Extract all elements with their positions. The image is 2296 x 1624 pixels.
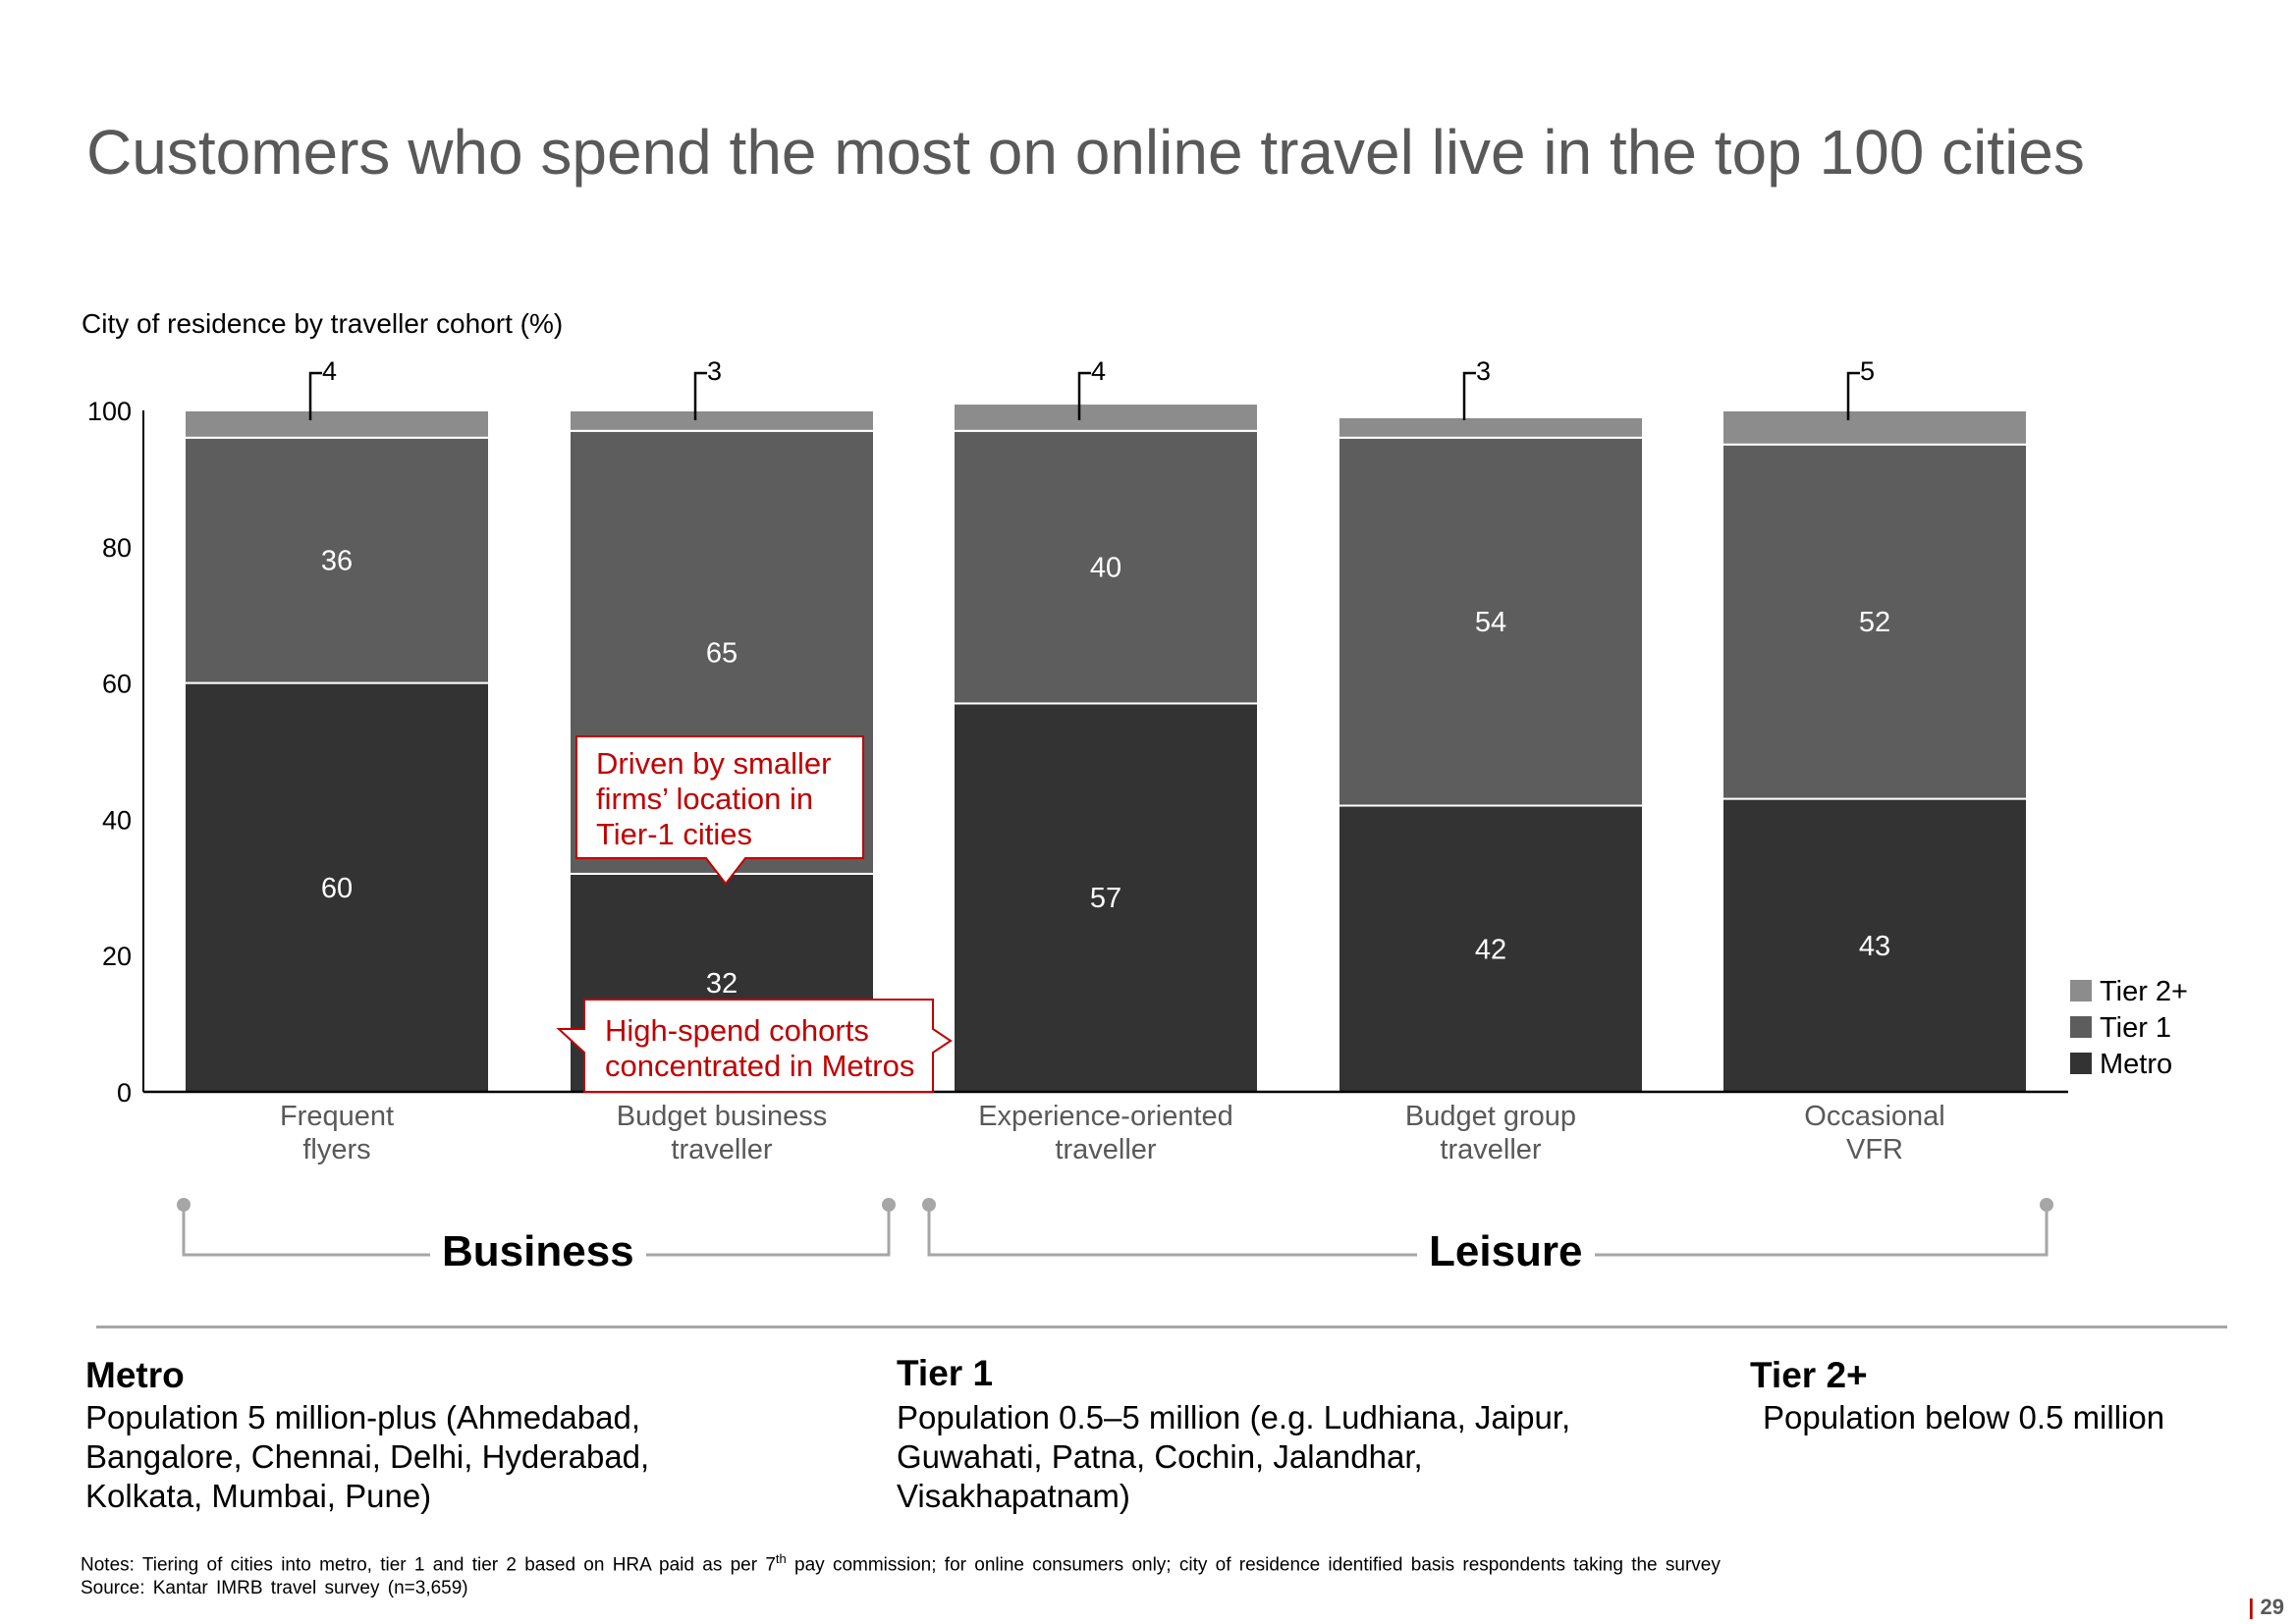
tier-description-tier1: Population 0.5–5 million (e.g. Ludhiana,… [897,1399,1571,1514]
data-label: 42 [1475,934,1506,965]
bar-metro [1722,797,2028,1094]
data-label: 36 [321,546,353,577]
category-label: flyers [302,1134,370,1165]
category-label: Experience-oriented [978,1101,1233,1132]
callout-smaller-firms: Driven by smaller firms’ location in Tie… [596,746,831,852]
page-title: Customers who spend the most on online t… [86,117,2085,188]
y-tick-label: 80 [102,533,132,563]
category-label: VFR [1846,1134,1903,1165]
legend-label: Tier 1 [2100,1012,2171,1044]
y-tick-label: 0 [117,1078,132,1108]
data-label: 4 [1091,356,1106,386]
callout-line: High-spend cohorts [605,1013,869,1048]
chart-subtitle: City of residence by traveller cohort (%… [82,308,564,339]
footnote-sup: th [775,1551,787,1566]
footnote-suffix: pay commission; for online consumers onl… [786,1554,1721,1576]
data-label: 32 [706,968,738,1000]
data-label-leader [1462,371,1476,420]
bar-tier-2- [1722,409,2028,446]
data-label: 3 [707,356,722,386]
y-tick-label: 60 [102,670,132,699]
category-label: Budget group [1405,1101,1576,1132]
data-label: 43 [1859,931,1890,962]
category-label: traveller [1055,1134,1156,1165]
legend-label: Metro [2100,1049,2172,1080]
group-label-business: Business [430,1227,646,1276]
category-label: Occasional [1804,1101,1944,1132]
data-label: 52 [1859,607,1890,638]
data-label-leader [308,371,322,420]
callout-line: Tier-1 cities [596,817,753,851]
category-label: traveller [671,1134,772,1165]
data-label: 65 [706,637,738,669]
bar-tier-2- [953,403,1259,432]
data-label-leader [693,371,707,420]
tier-heading-tier2plus: Tier 2+ [1750,1355,1868,1395]
legend-swatch [2070,1016,2092,1038]
data-label: 60 [321,873,353,904]
callout-line: concentrated in Metros [605,1049,915,1083]
tier-description-tier2plus: Population below 0.5 million [1763,1399,2165,1435]
footnote-prefix: Notes: Tiering of cities into metro, tie… [81,1554,776,1576]
callout-high-spend: High-spend cohorts concentrated in Metro… [605,1013,914,1084]
legend-label: Tier 2+ [2100,976,2188,1007]
bar-tier-1 [953,429,1259,705]
data-label: 4 [322,356,337,386]
footnote: Notes: Tiering of cities into metro, tie… [81,1551,1721,1576]
data-label: 54 [1475,607,1506,638]
bar-tier-2- [569,409,875,432]
bar-tier-1 [1722,443,2028,800]
y-tick-label: 100 [87,397,132,426]
bar-tier-1 [184,436,490,684]
page-number: | 29 [2248,1595,2284,1620]
bar-tier-1 [1338,436,1644,807]
category-label: Budget business [617,1101,827,1132]
callout-line: firms’ location in [596,782,814,816]
legend-swatch [2070,980,2092,1001]
tier-heading-tier1: Tier 1 [897,1353,994,1393]
data-label-leader [1077,371,1091,420]
divider [96,1326,2227,1328]
page-number-value: 29 [2260,1595,2284,1619]
bar-tier-2- [184,409,490,439]
data-label: 5 [1860,356,1875,386]
data-label-leader [1846,371,1860,420]
bar-metro [184,681,490,1093]
category-label: traveller [1440,1134,1541,1165]
category-label: Frequent [280,1101,394,1132]
data-label: 57 [1090,883,1121,914]
data-label: 40 [1090,553,1121,584]
tier-heading-metro: Metro [85,1355,185,1395]
tier-description-metro: Population 5 million-plus (Ahmedabad, Ba… [85,1399,650,1514]
callout-box-high-spend [556,999,953,1093]
source-note: Source: Kantar IMRB travel survey (n=3,6… [81,1578,468,1598]
legend-swatch [2070,1053,2092,1074]
y-tick-label: 20 [102,942,132,971]
group-label-leisure: Leisure [1417,1227,1595,1276]
bar-metro [953,702,1259,1093]
callout-line: Driven by smaller [596,746,832,781]
callout-box-smaller-firms [575,735,864,886]
y-tick-label: 40 [102,805,132,835]
data-label: 3 [1476,356,1491,386]
group-brackets [177,1198,2053,1257]
bar-tier-2- [1338,415,1644,439]
page-separator: | [2248,1595,2255,1619]
